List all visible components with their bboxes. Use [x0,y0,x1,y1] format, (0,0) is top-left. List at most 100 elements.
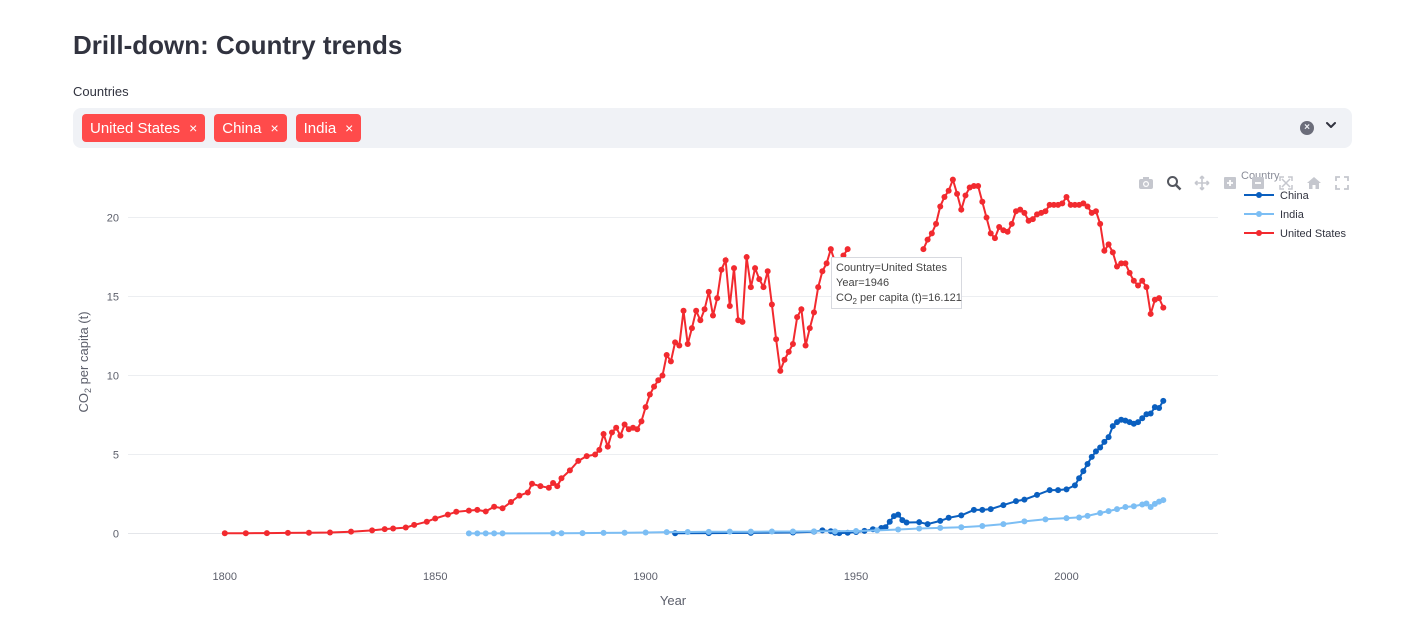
data-point[interactable] [789,340,796,347]
data-point[interactable] [621,529,628,536]
chip-india[interactable]: India × [295,114,362,142]
zoom-icon[interactable] [1164,174,1184,192]
camera-icon[interactable] [1136,174,1156,192]
data-point[interactable] [987,230,994,237]
data-point[interactable] [979,506,986,513]
legend-item[interactable]: India [1244,209,1305,221]
data-point[interactable] [646,391,653,398]
data-point[interactable] [1042,516,1049,523]
data-point[interactable] [895,526,902,533]
data-point[interactable] [1092,208,1099,215]
data-point[interactable] [937,524,944,531]
data-point[interactable] [743,254,750,261]
data-point[interactable] [823,260,830,267]
chip-remove-icon[interactable]: × [189,120,198,136]
data-point[interactable] [688,325,695,332]
data-point[interactable] [1126,269,1133,276]
data-point[interactable] [491,530,498,537]
data-point[interactable] [714,295,721,302]
data-point[interactable] [1113,506,1120,513]
data-point[interactable] [937,517,944,524]
data-point[interactable] [819,268,826,275]
data-point[interactable] [566,467,573,474]
data-point[interactable] [663,529,670,536]
data-point[interactable] [1147,504,1154,511]
data-point[interactable] [1109,423,1116,430]
data-point[interactable] [634,426,641,433]
data-point[interactable] [604,443,611,450]
data-point[interactable] [554,483,561,490]
data-point[interactable] [621,421,628,428]
home-icon[interactable] [1304,174,1324,192]
data-point[interactable] [760,284,767,291]
chip-remove-icon[interactable]: × [270,120,279,136]
data-point[interactable] [726,303,733,310]
data-point[interactable] [1021,209,1028,216]
data-point[interactable] [423,518,430,525]
data-point[interactable] [718,266,725,273]
data-point[interactable] [659,372,666,379]
data-point[interactable] [1046,201,1053,208]
data-point[interactable] [1097,510,1104,517]
data-point[interactable] [781,356,788,363]
data-point[interactable] [558,530,565,537]
data-point[interactable] [684,528,691,535]
legend-item[interactable]: China [1244,190,1310,202]
data-point[interactable] [996,224,1003,231]
data-point[interactable] [411,521,418,528]
chip-remove-icon[interactable]: × [345,120,354,136]
data-point[interactable] [987,506,994,513]
data-point[interactable] [840,252,847,259]
data-point[interactable] [1122,260,1129,267]
data-point[interactable] [402,524,409,531]
data-point[interactable] [1097,444,1104,451]
data-point[interactable] [945,514,952,521]
data-point[interactable] [722,257,729,264]
data-point[interactable] [613,424,620,431]
data-point[interactable] [550,530,557,537]
data-point[interactable] [794,314,801,321]
data-point[interactable] [747,284,754,291]
data-point[interactable] [1105,508,1112,515]
data-point[interactable] [1097,220,1104,227]
data-point[interactable] [499,530,506,537]
data-point[interactable] [1050,201,1057,208]
data-point[interactable] [592,451,599,458]
data-point[interactable] [680,307,687,314]
data-point[interactable] [284,529,291,536]
data-point[interactable] [1000,502,1007,509]
data-point[interactable] [1063,194,1070,201]
data-point[interactable] [1021,518,1028,525]
data-point[interactable] [1130,503,1137,510]
data-point[interactable] [1147,410,1154,417]
data-point[interactable] [579,530,586,537]
data-point[interactable] [221,530,228,537]
data-point[interactable] [1059,200,1066,207]
data-point[interactable] [810,528,817,535]
data-point[interactable] [739,318,746,325]
data-point[interactable] [1160,497,1167,504]
data-point[interactable] [731,265,738,272]
data-point[interactable] [928,230,935,237]
data-point[interactable] [638,418,645,425]
data-point[interactable] [789,528,796,535]
data-point[interactable] [958,524,965,531]
data-point[interactable] [958,512,965,519]
data-point[interactable] [785,348,792,355]
data-point[interactable] [444,511,451,518]
data-point[interactable] [617,432,624,439]
data-point[interactable] [1063,486,1070,493]
data-point[interactable] [1046,487,1053,494]
data-point[interactable] [832,528,839,535]
data-point[interactable] [768,301,775,308]
data-point[interactable] [1092,448,1099,455]
data-point[interactable] [1067,201,1074,208]
data-point[interactable] [1021,496,1028,503]
data-point[interactable] [1135,419,1142,426]
data-point[interactable] [752,265,759,272]
data-point[interactable] [474,506,481,513]
countries-multiselect[interactable]: United States × China × India × × [73,108,1352,148]
data-point[interactable] [642,404,649,411]
data-point[interactable] [1080,468,1087,475]
data-point[interactable] [895,511,902,518]
